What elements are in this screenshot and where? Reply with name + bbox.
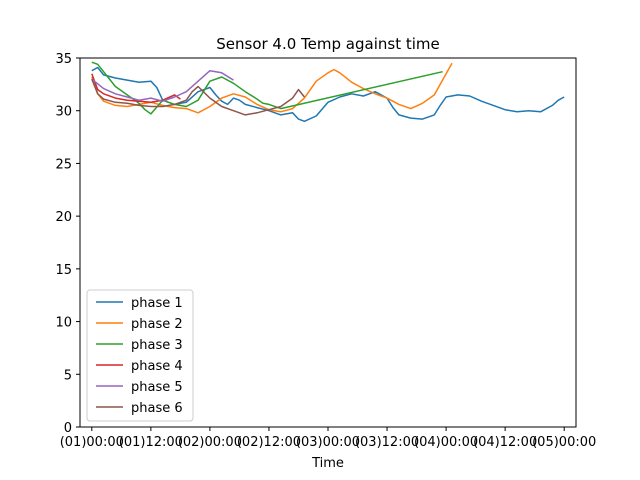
- legend-label-3: phase 3: [131, 338, 183, 353]
- legend-label-5: phase 5: [131, 380, 183, 395]
- x-tick-label: (01)12:00: [119, 435, 183, 450]
- series-line-3: [91, 61, 443, 115]
- legend-label-4: phase 4: [131, 359, 183, 374]
- series-line-6: [91, 78, 305, 116]
- x-axis-label: Time: [311, 456, 344, 471]
- y-tick-label: 15: [55, 263, 72, 278]
- x-tick-label: (04)00:00: [414, 435, 478, 450]
- legend: phase 1 phase 2 phase 3 phase 4 phase 5 phase…: [86, 289, 194, 422]
- y-tick-label: 20: [55, 210, 72, 225]
- y-tick-label: 10: [55, 316, 72, 331]
- x-tick-label: (03)00:00: [296, 435, 360, 450]
- y-tick-label: 25: [55, 157, 72, 172]
- series-line-2: [91, 62, 453, 114]
- series-line-5: [91, 69, 234, 102]
- y-axis: 0 5 10 15 20 25 30 35: [55, 52, 80, 436]
- legend-label-6: phase 6: [131, 401, 183, 416]
- x-tick-label: (01)00:00: [60, 435, 124, 450]
- x-axis: (01)00:00(01)12:00(02)00:00(02)12:00(03)…: [60, 427, 596, 450]
- x-tick-label: (04)12:00: [473, 435, 537, 450]
- x-tick-label: (03)12:00: [355, 435, 419, 450]
- series-layer: [91, 61, 565, 123]
- x-tick-label: (02)12:00: [237, 435, 301, 450]
- series-line-1: [91, 66, 565, 123]
- legend-label-1: phase 1: [131, 296, 183, 311]
- y-tick-label: 0: [64, 421, 72, 436]
- legend-label-2: phase 2: [131, 317, 183, 332]
- chart-title: Sensor 4.0 Temp against time: [216, 35, 439, 53]
- series-line-4: [91, 73, 181, 104]
- y-tick-label: 30: [55, 105, 72, 120]
- y-tick-label: 5: [64, 368, 72, 383]
- x-tick-label: (02)00:00: [178, 435, 242, 450]
- y-tick-label: 35: [55, 52, 72, 67]
- x-tick-label: (05)00:00: [532, 435, 596, 450]
